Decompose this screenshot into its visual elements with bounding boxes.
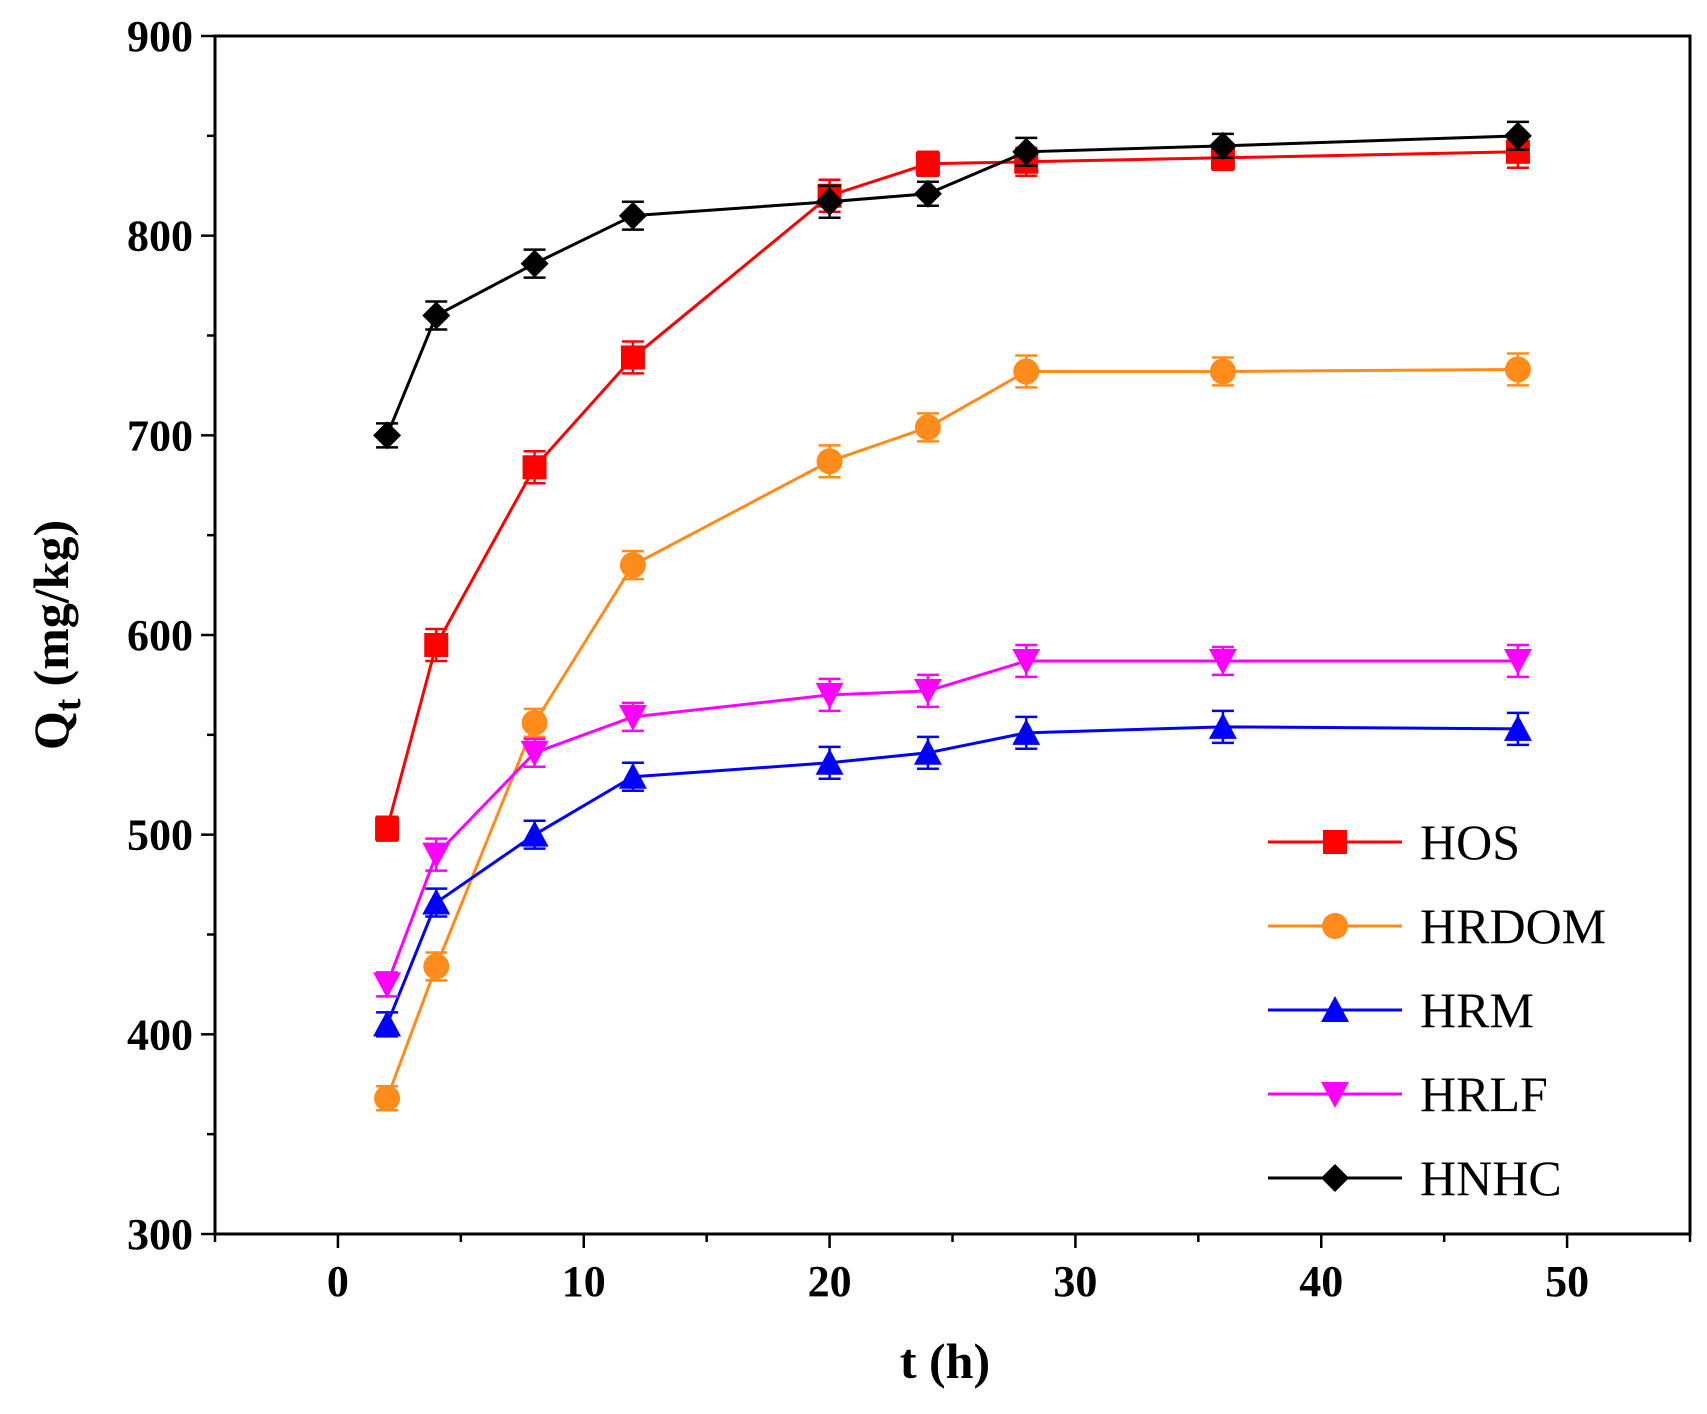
legend-marker-hrlf <box>1321 1082 1349 1108</box>
data-point-hos <box>522 455 547 480</box>
legend-label-hrdom: HRDOM <box>1420 898 1606 954</box>
legend-item-hos: HOS <box>1268 814 1520 870</box>
x-tick-label: 40 <box>1299 1257 1343 1306</box>
data-point-hnhc <box>520 249 549 278</box>
y-axis-title-symbol: Q <box>23 711 79 750</box>
data-point-hrlf <box>373 972 402 999</box>
data-point-hnhc <box>1208 131 1237 160</box>
legend-marker-hos <box>1323 830 1347 854</box>
data-point-hrdom <box>914 414 941 441</box>
data-point-hnhc <box>815 187 844 216</box>
legend-label-hrlf: HRLF <box>1420 1066 1548 1122</box>
data-point-hrlf <box>1503 648 1532 675</box>
legend: HOS HRDOM HRM HRLF HNHC <box>1268 814 1606 1206</box>
y-axis-title-unit: (mg/kg) <box>23 520 79 687</box>
data-point-hrm <box>1503 714 1532 741</box>
data-point-hrm <box>422 888 451 915</box>
x-tick-label: 50 <box>1545 1257 1589 1306</box>
axis-ticks: 0 10 20 30 40 50 300 400 500 600 700 800 900 <box>127 12 1692 1306</box>
y-tick-label: 800 <box>127 212 193 261</box>
data-point-hrdom <box>521 709 548 736</box>
data-point-hrm <box>618 762 647 789</box>
data-point-hrm <box>1208 712 1237 739</box>
legend-item-hrm: HRM <box>1268 982 1534 1038</box>
x-tick-label: 10 <box>562 1257 606 1306</box>
legend-marker-hrm <box>1321 996 1349 1022</box>
y-tick-label: 900 <box>127 12 193 61</box>
data-point-hrlf <box>1012 648 1041 675</box>
data-point-hrlf <box>815 682 844 709</box>
x-tick-label: 20 <box>808 1257 852 1306</box>
legend-item-hrlf: HRLF <box>1268 1066 1548 1122</box>
y-tick-label: 300 <box>127 1210 193 1259</box>
data-point-hrlf <box>520 740 549 767</box>
series-hnhc <box>373 120 1532 450</box>
data-point-hnhc <box>618 201 647 230</box>
y-tick-label: 700 <box>127 411 193 460</box>
data-point-hnhc <box>1503 121 1532 150</box>
data-point-hrdom <box>816 448 843 475</box>
legend-label-hos: HOS <box>1420 814 1520 870</box>
data-point-hos <box>915 151 940 176</box>
data-point-hos <box>620 345 645 370</box>
series-hrlf <box>373 643 1532 999</box>
series-layer <box>373 120 1532 1112</box>
x-axis-title: t (h) <box>900 1333 990 1389</box>
data-point-hnhc <box>1012 137 1041 166</box>
series-hrdom <box>374 352 1531 1112</box>
data-point-hrdom <box>1013 358 1040 385</box>
data-point-hrdom <box>423 953 450 980</box>
data-point-hrlf <box>422 842 451 869</box>
y-tick-label: 600 <box>127 611 193 660</box>
data-point-hrdom <box>374 1085 401 1112</box>
data-point-hos <box>424 632 449 657</box>
data-point-hrm <box>815 748 844 775</box>
series-line-hnhc <box>385 134 1518 436</box>
data-point-hrm <box>913 738 942 765</box>
legend-item-hnhc: HNHC <box>1268 1150 1562 1206</box>
data-point-hrlf <box>1208 648 1237 675</box>
data-point-hrlf <box>618 704 647 731</box>
data-point-hrlf <box>913 678 942 705</box>
series-line-hrm <box>385 725 1518 1025</box>
legend-item-hrdom: HRDOM <box>1268 898 1606 954</box>
data-point-hnhc <box>913 179 942 208</box>
data-point-hrm <box>1012 718 1041 745</box>
data-point-hrdom <box>619 552 646 579</box>
data-point-hrm <box>520 820 549 847</box>
data-point-hrm <box>373 1010 402 1037</box>
data-point-hrdom <box>1504 356 1531 383</box>
series-line-hrdom <box>385 367 1518 1099</box>
data-point-hnhc <box>373 421 402 450</box>
legend-label-hrm: HRM <box>1420 982 1534 1038</box>
data-point-hrdom <box>1209 358 1236 385</box>
legend-marker-hnhc <box>1321 1164 1349 1192</box>
y-tick-label: 400 <box>127 1010 193 1059</box>
y-tick-label: 500 <box>127 811 193 860</box>
x-tick-label: 0 <box>327 1257 349 1306</box>
series-hos <box>375 134 1530 842</box>
x-tick-label: 30 <box>1053 1257 1097 1306</box>
y-axis-title-subscript: t <box>47 698 89 711</box>
data-point-hos <box>375 816 400 841</box>
legend-marker-hrdom <box>1322 913 1348 939</box>
y-axis-title: Qt (mg/kg) <box>23 520 89 750</box>
data-point-hnhc <box>422 301 451 330</box>
legend-label-hnhc: HNHC <box>1420 1150 1562 1206</box>
series-hrm <box>373 709 1532 1038</box>
